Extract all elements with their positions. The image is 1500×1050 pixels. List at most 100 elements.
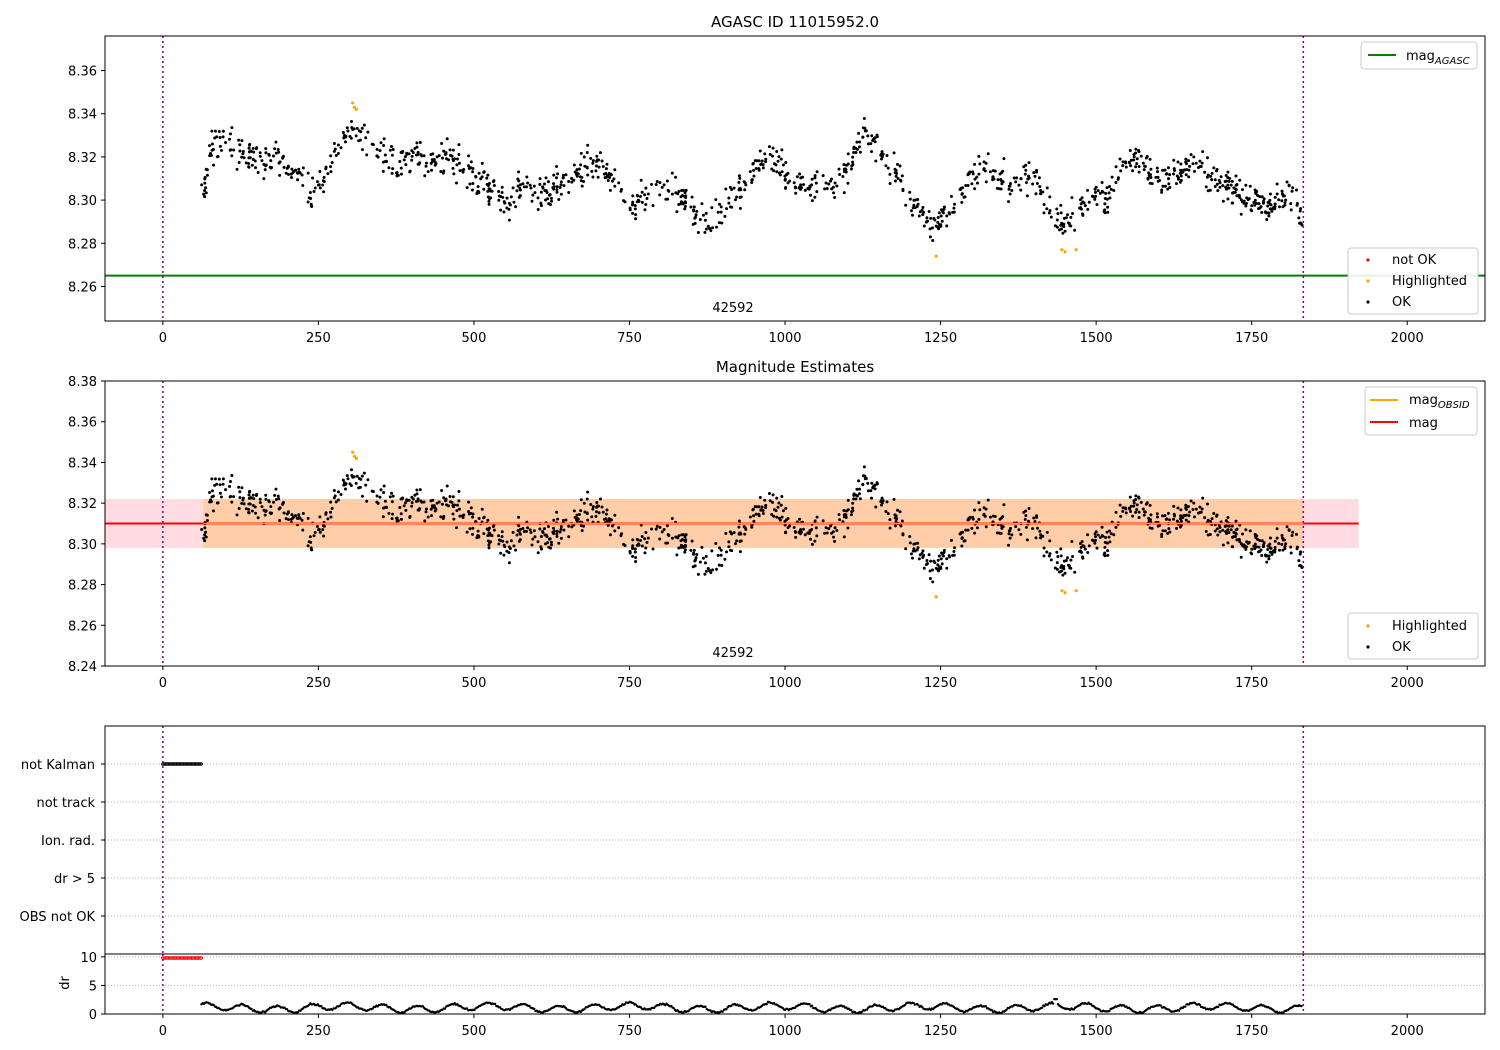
ok-point [422,500,426,504]
ok-point [772,162,776,166]
ok-point [1148,157,1152,161]
ok-point [1178,180,1182,184]
ok-point [1295,202,1299,206]
ok-point [1129,504,1133,508]
legend2-ok-label: OK [1392,640,1411,655]
ok-point [1235,182,1239,186]
ok-point [1260,210,1264,214]
ok-point [660,185,664,189]
ok-point [348,135,352,139]
ok-point [1297,216,1301,220]
ok-point [808,185,812,189]
ok-point [1105,530,1109,534]
ok-point [650,182,654,186]
dr-point [1005,1008,1008,1011]
ok-point [1260,539,1264,543]
ok-point [318,530,322,534]
ok-point [555,190,559,194]
ok-point [958,187,962,191]
ok-point [1250,547,1254,551]
ok-point [1291,530,1295,534]
ok-point [941,554,945,558]
ok-point [382,144,386,148]
ok-point [1215,514,1219,518]
ok-point [1112,533,1116,537]
ok-point [344,482,348,486]
ok-point [1002,157,1006,161]
ok-point [555,535,559,539]
ok-point [1093,535,1097,539]
dr-point [765,1002,768,1006]
ok-point [620,532,624,536]
ok-point [526,526,530,530]
ok-point [1161,529,1165,533]
ok-point [1196,165,1200,169]
ok-point [471,182,475,186]
ok-point [518,531,522,535]
ok-point [689,548,693,552]
ok-point [716,553,720,557]
ok-point [851,155,855,159]
ok-point [951,553,955,557]
ok-point [1001,515,1005,519]
ok-point [277,150,281,154]
ok-point [413,147,417,151]
ok-point [1281,548,1285,552]
ok-point [1184,157,1188,161]
ok-point [219,495,223,499]
ok-point [1093,541,1097,545]
ok-point [942,205,946,209]
ok-point [1008,184,1012,188]
ok-point [287,172,291,176]
ok-point [689,205,693,209]
p1-x-ticks: 0 250 500 750 1000 1250 1500 1750 2000 [159,321,1424,346]
ok-point [846,526,850,530]
ok-point [607,171,611,175]
ok-point [318,186,322,190]
ok-point [880,496,884,500]
ok-point [813,174,817,178]
ok-point [841,520,845,524]
ok-point [298,171,302,175]
ok-point [714,198,718,202]
y-tick-label: 8.26 [68,619,97,634]
ok-point [977,517,981,521]
ok-point [831,530,835,534]
ok-point [1289,202,1293,206]
ok-point [610,524,614,528]
ok-point [595,504,599,508]
ok-point [869,142,873,146]
ok-point [318,169,322,173]
ok-point [586,143,590,147]
ok-point [522,529,526,533]
ok-point [487,181,491,185]
ok-point [851,506,855,510]
ok-point [1047,554,1051,558]
ok-point [210,489,214,493]
ok-point [451,157,455,161]
ok-point [399,166,403,170]
ok-point [221,135,225,139]
ok-point [1001,169,1005,173]
ok-point [984,507,988,511]
ok-point [559,192,563,196]
ok-point [799,183,803,187]
p3-points-layer [161,762,203,766]
ok-point [1048,208,1052,212]
ok-point [720,563,724,567]
ok-point [695,209,699,213]
ok-point [1121,164,1125,168]
ok-point [886,166,890,170]
ok-point [1224,173,1228,177]
ok-point [360,126,364,130]
ok-point [916,202,920,206]
category-label: not track [36,796,95,811]
ok-point [342,483,346,487]
ok-point [469,166,473,170]
ok-point [1042,203,1046,207]
ok-point [289,172,293,176]
ok-point [1103,545,1107,549]
ok-point [586,490,590,494]
ok-point [487,546,491,550]
ok-point [1281,538,1285,542]
